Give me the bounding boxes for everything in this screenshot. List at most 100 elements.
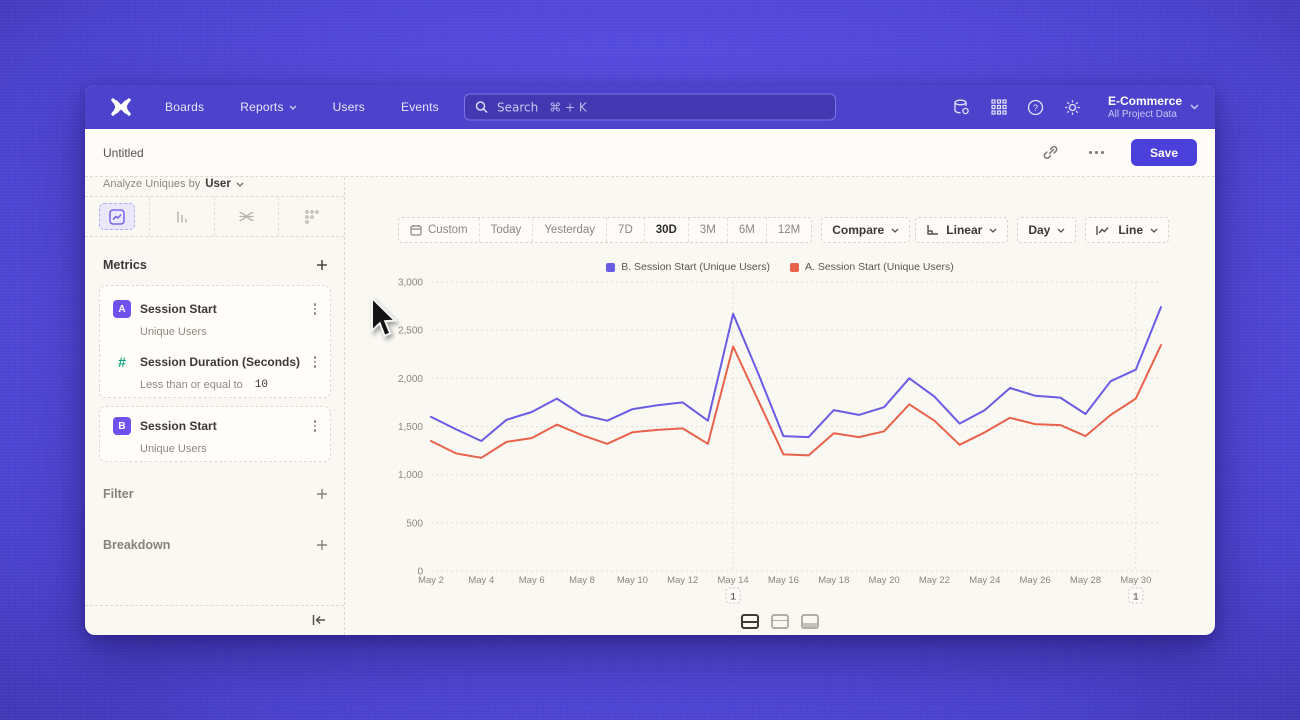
add-metric-button[interactable] <box>316 259 328 271</box>
date-range-button[interactable]: Today <box>480 218 534 242</box>
metric-badge: A <box>113 300 131 318</box>
sidebar-footer <box>85 605 344 625</box>
chevron-down-icon <box>891 228 899 233</box>
metric-subtitle-value[interactable]: 10 <box>254 379 268 391</box>
svg-text:May 30: May 30 <box>1120 575 1151 586</box>
flows-icon <box>239 211 254 222</box>
search-icon <box>475 101 488 114</box>
view-option-button[interactable]: Day <box>1017 217 1077 243</box>
date-range-selector: Custom Today Yesterday <box>398 217 813 243</box>
layout-chart-and-table-button[interactable] <box>741 614 759 629</box>
metric-name: Session Duration (Seconds) <box>140 355 301 369</box>
add-section-button[interactable] <box>316 488 328 500</box>
svg-text:May 20: May 20 <box>869 575 900 586</box>
settings-gear-icon[interactable] <box>1063 97 1083 117</box>
line-style-icon <box>1096 225 1109 235</box>
svg-text:May 28: May 28 <box>1070 575 1101 586</box>
svg-text:May 6: May 6 <box>519 575 545 586</box>
project-selector[interactable]: E-Commerce All Project Data <box>1108 94 1199 120</box>
svg-text:May 12: May 12 <box>667 575 698 586</box>
nav-item[interactable]: Users <box>332 100 365 114</box>
report-toolbar: Untitled Save <box>85 129 1215 177</box>
mixpanel-logo[interactable] <box>109 96 135 118</box>
line-chart-icon <box>109 208 125 225</box>
svg-text:?: ? <box>1033 103 1038 113</box>
section-title: Breakdown <box>103 538 171 552</box>
layout-toggles <box>741 614 819 629</box>
date-range-button[interactable]: 12M <box>767 218 811 242</box>
bar-chart-icon <box>176 211 187 222</box>
collapse-sidebar-icon[interactable] <box>312 614 326 626</box>
view-option-button[interactable]: Line <box>1085 217 1169 243</box>
legend-swatch <box>606 262 616 272</box>
metrics-header: Metrics <box>103 258 328 272</box>
date-range-button[interactable]: 6M <box>728 218 767 242</box>
line-chart[interactable]: 0 500 1,000 1,500 2,000 2,500 3,000 1 1 May 2 May … <box>385 275 1175 610</box>
metric-item[interactable]: A Session Start Unique Users <box>100 290 330 343</box>
navbar-actions: ? E-Commerce All Project Data <box>952 94 1199 120</box>
report-canvas: Custom Today Yesterday <box>345 177 1215 635</box>
svg-text:0: 0 <box>417 567 423 578</box>
apps-grid-icon[interactable] <box>989 97 1009 117</box>
metric-name: Session Start <box>140 419 217 433</box>
kebab-menu-icon[interactable] <box>310 301 321 317</box>
nav-item[interactable]: Reports <box>240 100 297 114</box>
report-title[interactable]: Untitled <box>103 145 144 160</box>
help-icon[interactable]: ? <box>1026 97 1046 117</box>
metrics-title: Metrics <box>103 258 147 272</box>
layout-table-only-button[interactable] <box>801 614 819 629</box>
nav-item[interactable]: Events <box>401 100 439 114</box>
date-range-button[interactable]: 30D <box>645 218 689 242</box>
add-section-button[interactable] <box>316 539 328 551</box>
search-placeholder: Search <box>497 100 539 114</box>
builder-section-row[interactable]: Breakdown <box>103 538 328 552</box>
svg-text:3,000: 3,000 <box>398 278 423 289</box>
metric-subtitle: Less than or equal to <box>140 379 243 391</box>
legend-item[interactable]: B. Session Start (Unique Users) <box>606 261 770 273</box>
svg-text:May 26: May 26 <box>1020 575 1051 586</box>
date-range-button[interactable]: Custom <box>399 218 480 242</box>
nav-item[interactable]: Boards <box>165 100 205 114</box>
svg-text:May 14: May 14 <box>718 575 749 586</box>
layout-chart-only-button[interactable] <box>771 614 789 629</box>
chevron-down-icon <box>989 228 997 233</box>
date-range-button[interactable]: Yesterday <box>533 218 608 242</box>
date-range-button[interactable]: 7D <box>607 218 645 242</box>
copy-link-icon[interactable] <box>1039 142 1061 164</box>
date-range-button[interactable]: 3M <box>689 218 728 242</box>
svg-text:500: 500 <box>406 518 423 529</box>
svg-text:1: 1 <box>730 593 736 604</box>
kebab-menu-icon[interactable] <box>310 418 321 434</box>
metric-subtitle: Unique Users <box>140 443 207 455</box>
chevron-down-icon <box>1190 104 1199 110</box>
chart-view-options: Linear Day <box>915 217 1169 243</box>
more-options-button[interactable] <box>1085 142 1107 164</box>
metric-card: B Session Start Unique Users <box>99 406 331 462</box>
legend-item[interactable]: A. Session Start (Unique Users) <box>790 261 954 273</box>
tab-line-insights[interactable] <box>85 197 150 236</box>
svg-text:May 16: May 16 <box>768 575 799 586</box>
metric-item[interactable]: # Session Duration (Seconds) Less than o… <box>100 343 330 396</box>
svg-text:2,000: 2,000 <box>398 374 423 385</box>
tab-flows[interactable] <box>215 197 280 236</box>
retention-icon <box>305 210 319 224</box>
svg-text:May 18: May 18 <box>818 575 849 586</box>
metric-card: A Session Start Unique Users <box>99 285 331 398</box>
metric-badge: B <box>113 417 131 435</box>
metric-item[interactable]: B Session Start Unique Users <box>100 407 330 460</box>
chevron-down-icon <box>236 182 244 187</box>
svg-text:May 24: May 24 <box>969 575 1000 586</box>
tab-bar-chart[interactable] <box>150 197 215 236</box>
compare-button[interactable]: Compare <box>821 217 911 243</box>
builder-section-row[interactable]: Filter <box>103 487 328 501</box>
save-button[interactable]: Save <box>1131 139 1197 166</box>
builder-sections: Filter Breakdown <box>103 487 328 589</box>
kebab-menu-icon[interactable] <box>310 354 321 370</box>
search-input[interactable]: Search ⌘ + K <box>464 93 836 121</box>
view-option-button[interactable]: Linear <box>915 217 1009 243</box>
tab-retention[interactable] <box>279 197 344 236</box>
analyze-uniques-selector[interactable]: Analyze Uniques by User <box>103 178 244 190</box>
svg-text:2,500: 2,500 <box>398 326 423 337</box>
data-management-icon[interactable] <box>952 97 972 117</box>
